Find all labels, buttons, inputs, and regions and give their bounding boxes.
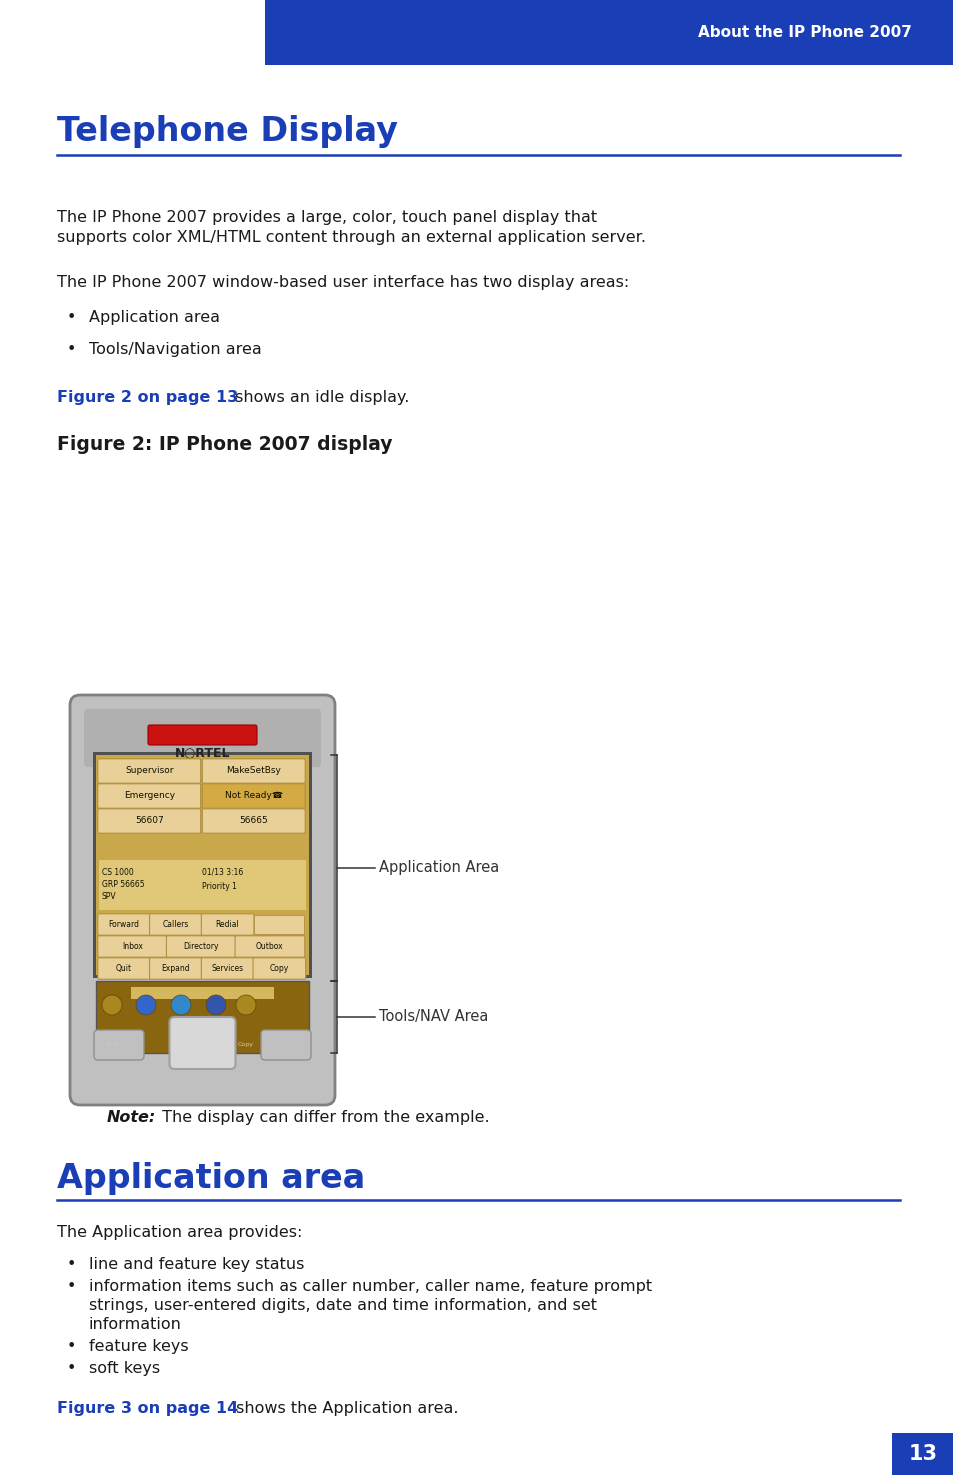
Circle shape [206,996,226,1015]
Text: •: • [67,310,76,324]
Text: Outbox: Outbox [255,943,283,951]
Text: •: • [67,1339,76,1354]
Text: •: • [67,1361,76,1376]
Text: Directory: Directory [183,943,219,951]
Text: Emergency: Emergency [124,792,174,801]
Bar [891,1434,953,1475]
Text: Copy: Copy [237,1041,253,1047]
Text: shows the Application area.: shows the Application area. [231,1401,458,1416]
Text: Copy: Copy [270,965,289,974]
FancyBboxPatch shape [98,957,151,979]
Text: feature keys: feature keys [89,1339,189,1354]
Text: Expand: Expand [161,965,190,974]
FancyBboxPatch shape [201,914,253,935]
FancyBboxPatch shape [70,695,335,1105]
FancyBboxPatch shape [98,783,200,808]
Text: Not Ready☎: Not Ready☎ [225,792,282,801]
Text: Note:: Note: [107,1111,156,1125]
Text: CS 1000: CS 1000 [102,867,133,878]
Text: Services: Services [212,965,243,974]
Circle shape [171,996,191,1015]
Text: Quit: Quit [105,1041,118,1047]
FancyBboxPatch shape [148,726,256,745]
Text: About the IP Phone 2007: About the IP Phone 2007 [698,25,911,40]
Text: Application area: Application area [57,1162,365,1195]
Text: Priority 1: Priority 1 [202,882,237,891]
Text: Figure 3 on page 14: Figure 3 on page 14 [57,1401,238,1416]
Text: •: • [67,1279,76,1294]
Bar [96,755,309,975]
Text: Application Area: Application Area [378,860,498,876]
Text: 13: 13 [907,1444,937,1465]
FancyBboxPatch shape [170,1016,235,1069]
Text: Inbox: Inbox [122,943,143,951]
Text: Redial: Redial [215,920,239,929]
Text: 01/13 3:16: 01/13 3:16 [202,867,244,878]
Text: Tools/NAV Area: Tools/NAV Area [378,1009,488,1025]
Text: The Application area provides:: The Application area provides: [57,1226,302,1240]
FancyBboxPatch shape [94,1030,144,1061]
Bar [96,981,309,1053]
Circle shape [235,996,255,1015]
Text: Tools/Navigation area: Tools/Navigation area [89,342,261,357]
Text: N○RTEL: N○RTEL [174,746,230,760]
Bar [254,914,304,934]
FancyBboxPatch shape [98,808,200,833]
Text: 56665: 56665 [239,817,268,826]
Text: •: • [67,1257,76,1271]
Circle shape [102,996,122,1015]
FancyBboxPatch shape [261,1030,311,1061]
Text: Telephone Display: Telephone Display [57,115,397,148]
Text: Callers: Callers [163,920,189,929]
Text: The IP Phone 2007 provides a large, color, touch panel display that: The IP Phone 2007 provides a large, colo… [57,209,597,226]
Text: soft keys: soft keys [89,1361,160,1376]
Text: Quit: Quit [116,965,132,974]
FancyBboxPatch shape [150,914,202,935]
Bar [131,987,274,999]
FancyBboxPatch shape [166,935,236,957]
Bar [92,752,312,978]
Text: Figure 2 on page 13: Figure 2 on page 13 [57,389,238,406]
Text: •: • [67,342,76,357]
FancyBboxPatch shape [84,709,320,767]
FancyBboxPatch shape [98,914,151,935]
Text: information: information [89,1317,182,1332]
Text: SPV: SPV [102,892,116,901]
Text: Forward: Forward [109,920,139,929]
FancyBboxPatch shape [202,783,305,808]
FancyBboxPatch shape [201,957,253,979]
Text: Figure 2: IP Phone 2007 display: Figure 2: IP Phone 2007 display [57,435,392,454]
Text: supports color XML/HTML content through an external application server.: supports color XML/HTML content through … [57,230,645,245]
Text: The display can differ from the example.: The display can differ from the example. [157,1111,489,1125]
Text: GRP 56665: GRP 56665 [102,881,145,889]
Text: 56607: 56607 [134,817,164,826]
FancyBboxPatch shape [98,758,200,783]
Circle shape [136,996,156,1015]
Text: Supervisor: Supervisor [125,767,173,776]
Text: MakeSetBsy: MakeSetBsy [226,767,281,776]
Text: line and feature key status: line and feature key status [89,1257,304,1271]
FancyBboxPatch shape [98,935,168,957]
FancyBboxPatch shape [202,758,305,783]
Bar [265,0,953,65]
FancyBboxPatch shape [253,957,305,979]
Text: information items such as caller number, caller name, feature prompt: information items such as caller number,… [89,1279,652,1294]
FancyBboxPatch shape [202,808,305,833]
Bar [99,860,306,910]
Text: strings, user-entered digits, date and time information, and set: strings, user-entered digits, date and t… [89,1298,597,1313]
Text: Application area: Application area [89,310,220,324]
FancyBboxPatch shape [234,935,304,957]
Text: The IP Phone 2007 window-based user interface has two display areas:: The IP Phone 2007 window-based user inte… [57,274,629,291]
FancyBboxPatch shape [150,957,202,979]
Text: shows an idle display.: shows an idle display. [230,389,409,406]
